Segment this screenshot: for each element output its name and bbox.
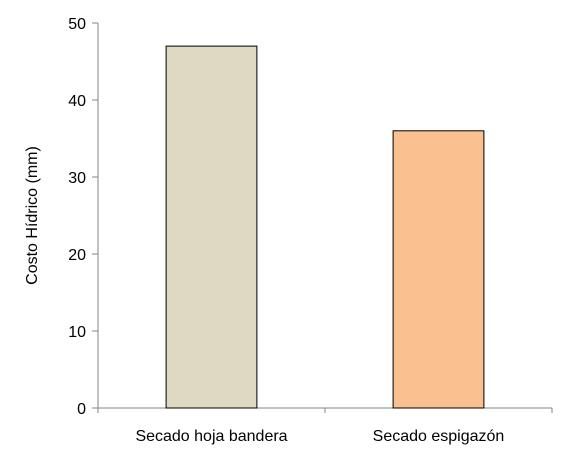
y-axis: 0 10 20 30 40 50 xyxy=(68,16,99,418)
y-tick-label: 40 xyxy=(68,93,86,110)
bar xyxy=(165,45,258,409)
bar xyxy=(392,130,485,409)
y-tick-label: 10 xyxy=(68,324,86,341)
y-tick-label: 20 xyxy=(68,247,86,264)
y-tick-label: 30 xyxy=(68,170,86,187)
x-category-label: Secado espigazón xyxy=(373,428,505,445)
bars xyxy=(165,45,485,409)
y-tick-label: 50 xyxy=(68,16,86,33)
x-category-label: Secado hoja bandera xyxy=(135,428,287,445)
y-tick-label: 0 xyxy=(77,401,86,418)
x-axis: Secado hoja bandera Secado espigazón xyxy=(97,407,553,445)
y-axis-title: Costo Hídrico (mm) xyxy=(24,146,41,285)
